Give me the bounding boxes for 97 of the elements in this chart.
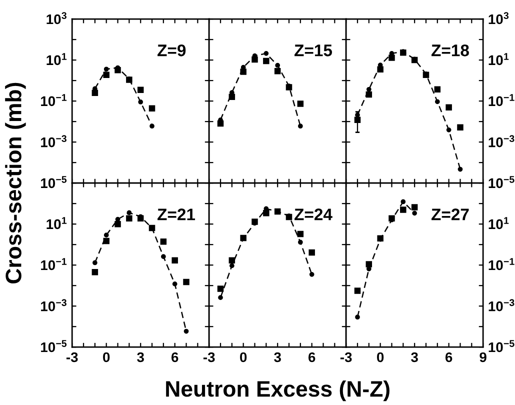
point [150, 124, 154, 129]
x-axis-title: Neutron Excess (N-Z) [166, 380, 390, 402]
y-tick-label: 10$^{−1}$ [488, 258, 514, 270]
annotation: Z=9 [158, 44, 186, 56]
point [137, 86, 144, 94]
point [138, 100, 144, 104]
x-tick-label: 3 [274, 352, 281, 362]
point [388, 54, 395, 61]
x-tick-label: 3 [137, 352, 144, 362]
y-axis-title: Cross-section (mb) [5, 82, 26, 284]
annotation: Z=24 [294, 208, 332, 220]
point [366, 86, 372, 92]
point [172, 257, 178, 264]
y-tick-label: 10$^{−3}$ [41, 299, 66, 312]
point [308, 249, 315, 256]
y-tick-label: 10$^{−5}$ [41, 340, 67, 352]
point [377, 66, 384, 73]
y-tick-label: 10$^{1}$ [46, 217, 67, 230]
point [400, 199, 406, 204]
y-tick-label: 10$^{3}$ [488, 12, 509, 24]
annotation: Z=18 [432, 44, 469, 56]
point [434, 99, 440, 104]
y-tick-label: 10$^{1}$ [488, 53, 509, 66]
point [446, 128, 452, 132]
point [354, 288, 361, 294]
point [366, 91, 372, 98]
x-tick-label: 0 [240, 352, 247, 362]
point [297, 100, 304, 107]
point [400, 206, 406, 213]
point [172, 282, 178, 286]
point [263, 58, 270, 64]
y-tick-label: 10$^{1}$ [488, 217, 509, 230]
y-tick-label: 10$^{−1}$ [41, 94, 67, 106]
x-tick-label: 6 [445, 352, 452, 362]
y-tick-label: 10$^{−3}$ [41, 135, 66, 148]
point [355, 314, 360, 320]
point [114, 67, 121, 74]
point [264, 51, 269, 56]
x-tick-label: 3 [411, 352, 418, 362]
y-tick-label: 10$^{−3}$ [488, 299, 514, 312]
x-tick-label: -3 [66, 352, 78, 362]
y-tick-label: 10$^{−5}$ [488, 176, 514, 188]
point [92, 269, 98, 276]
point [103, 238, 110, 244]
point [458, 166, 463, 172]
point [160, 238, 167, 245]
point [92, 260, 98, 266]
x-tick-label: 0 [377, 352, 384, 362]
annotation: Z=15 [294, 44, 332, 56]
point [160, 254, 166, 259]
point [103, 72, 110, 78]
point [298, 124, 303, 129]
y-tick-label: 10$^{−1}$ [488, 94, 514, 106]
point [434, 86, 441, 93]
annotation: Z=21 [158, 208, 196, 220]
point [183, 278, 190, 286]
y-tick-label: 10$^{3}$ [46, 12, 66, 24]
y-tick-label: 10$^{−5}$ [488, 340, 514, 352]
point [411, 204, 418, 210]
point [252, 56, 258, 63]
x-tick-label: -3 [340, 352, 352, 362]
point [148, 105, 156, 112]
point [184, 328, 189, 334]
point [104, 232, 109, 238]
point [366, 261, 372, 268]
x-tick-label: 9 [480, 352, 486, 362]
y-tick-label: 10$^{−3}$ [488, 135, 514, 148]
point [92, 90, 98, 96]
x-tick-label: -3 [203, 352, 215, 362]
point [217, 120, 224, 127]
point [217, 286, 224, 292]
point [275, 62, 280, 68]
annotation: Z=27 [432, 208, 469, 220]
point [309, 272, 314, 277]
y-tick-label: 10$^{−5}$ [41, 176, 67, 188]
point [126, 210, 132, 216]
point [218, 295, 223, 300]
point [274, 68, 281, 74]
point [412, 210, 418, 216]
point [126, 215, 132, 222]
point [229, 263, 234, 268]
point [263, 210, 270, 216]
point [114, 220, 121, 228]
point [104, 66, 109, 72]
point [446, 104, 452, 111]
y-tick-label: 10$^{−1}$ [41, 258, 67, 270]
x-tick-label: 0 [103, 352, 110, 362]
x-tick-label: 6 [171, 352, 178, 362]
y-tick-label: 10$^{1}$ [46, 53, 67, 66]
x-tick-label: 6 [308, 352, 316, 362]
point [228, 94, 236, 100]
point [354, 116, 361, 124]
point [240, 68, 246, 75]
point [297, 230, 304, 238]
point [228, 257, 236, 264]
point [457, 124, 464, 130]
point [298, 240, 303, 245]
